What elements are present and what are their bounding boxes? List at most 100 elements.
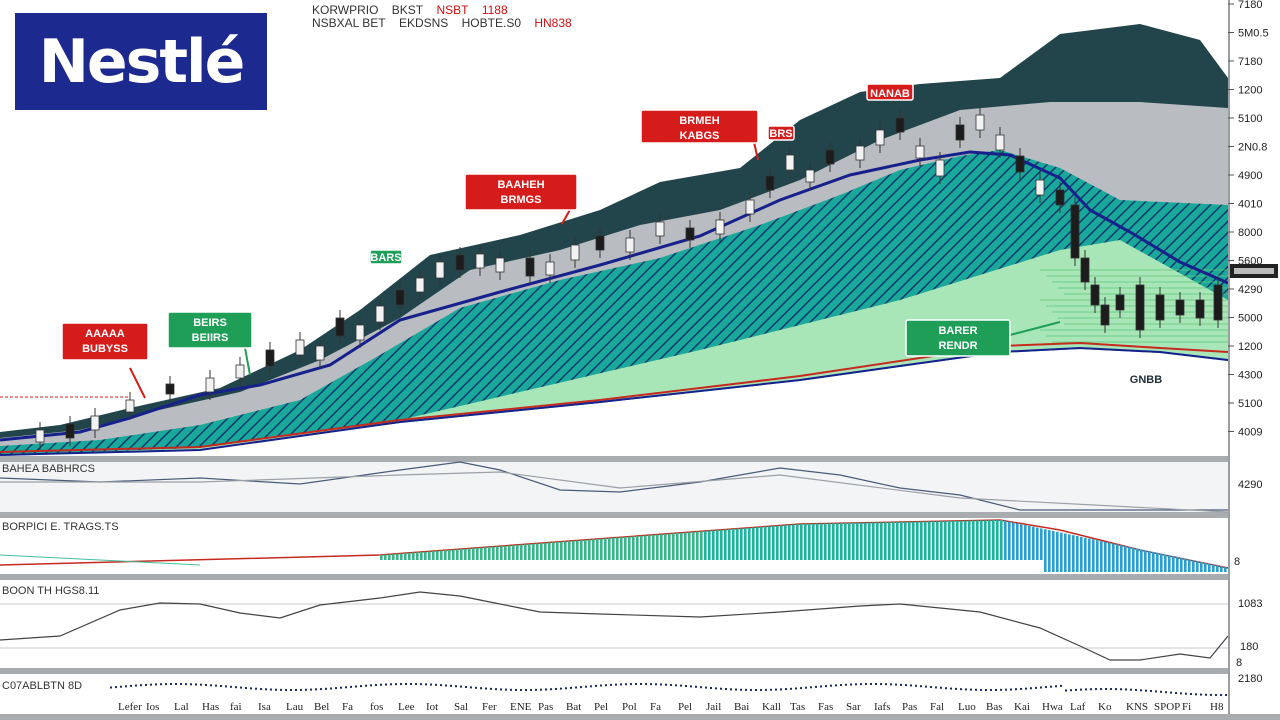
scatter-point [700,686,702,689]
x-tick-label: Ko [1098,701,1112,713]
histogram-bar [836,523,839,560]
histogram-bar [1176,557,1179,572]
x-tick-label: Isa [258,701,271,713]
candle [1015,155,1025,173]
histogram-bar [748,527,751,560]
histogram-bar [1044,529,1047,572]
histogram-bar [980,520,983,560]
histogram-bar [560,541,563,560]
scatter-point [585,685,587,688]
histogram-bar [1024,525,1027,560]
histogram-bar [400,553,403,560]
histogram-bar [932,521,935,560]
histogram-bar [1212,564,1215,572]
scatter-point [1115,688,1117,691]
histogram-bar [1092,539,1095,572]
scatter-point [1130,688,1132,691]
scatter-point [850,683,852,686]
x-tick-label: Pas [902,701,917,713]
scatter-point [135,684,137,687]
scatter-point [335,687,337,690]
x-tick-label: fai [230,701,242,713]
histogram-bar [1048,530,1051,572]
histogram-bar [444,550,447,560]
pane-divider[interactable] [0,512,1230,518]
candle [745,199,755,215]
histogram-bar [640,535,643,560]
scatter-point [640,683,642,686]
histogram-bar [676,533,679,560]
price-axis-line [1228,0,1230,720]
histogram-bar [800,524,803,560]
histogram-bar [436,550,439,560]
scatter-point [510,688,512,691]
histogram-bar [1196,561,1199,572]
x-tick-label: Fi [1182,701,1191,713]
histogram-bar [552,542,555,560]
indicator-pane-3: BOON TH HGS8.11 1083 180 8 [0,585,1262,669]
candle [545,261,555,276]
x-tick-label: Hwa [1042,701,1063,713]
histogram-bar [936,521,939,560]
pane-divider[interactable] [0,574,1230,580]
scatter-point [120,685,122,688]
x-tick-label: SPOP [1154,701,1180,713]
scatter-point [140,684,142,687]
histogram-bar [1216,565,1219,572]
scatter-point [455,685,457,688]
scatter-point [505,688,507,691]
x-tick-label: Bel [314,701,329,713]
x-tick-label: ENE [510,701,532,713]
histogram-bar [600,538,603,560]
histogram-bar [504,545,507,560]
pane-divider[interactable] [0,456,1230,462]
histogram-bar [692,531,695,560]
x-tick-label: Sar [846,701,861,713]
scatter-point [890,683,892,686]
scatter-point [685,685,687,688]
candle [165,383,175,395]
histogram-bar [448,549,451,560]
scatter-point [1045,686,1047,689]
candle [265,349,275,367]
histogram-bar [812,523,815,560]
candle [315,345,325,361]
candle [375,305,385,323]
y-tick-label: 1200 [1238,341,1262,353]
scatter-point [825,685,827,688]
scatter-point [1000,688,1002,691]
scatter-point [680,684,682,687]
scatter-point [660,683,662,686]
scatter-point [575,686,577,689]
scatter-point [180,683,182,686]
pane-divider[interactable] [0,668,1230,674]
scatter-point [370,684,372,687]
x-tick-label: Iot [426,701,438,713]
scatter-point [315,688,317,691]
scatter-point [440,684,442,687]
scatter-point [570,686,572,689]
annotation-label: GNBB [1130,374,1162,386]
scatter-point [1205,693,1207,696]
pane-title: BAHEA BABHRCS [2,463,95,475]
scatter-point [810,686,812,689]
histogram-bar [796,524,799,560]
histogram-bar [1152,552,1155,572]
scatter-point [490,687,492,690]
histogram-bar [668,533,671,560]
histogram-bar [456,549,459,560]
histogram-bar [608,538,611,560]
scatter-point [970,688,972,691]
x-tick-label: Bai [734,701,749,713]
scatter-point [1025,687,1027,690]
scatter-point [730,688,732,691]
histogram-bar [1012,522,1015,560]
candle [1155,294,1165,321]
scatter-point [185,683,187,686]
candle [995,134,1005,151]
histogram-bar [544,542,547,560]
histogram-bar [808,523,811,560]
scatter-point [125,685,127,688]
histogram-bar [484,547,487,560]
y-tick-label: 7180 [1238,56,1262,68]
